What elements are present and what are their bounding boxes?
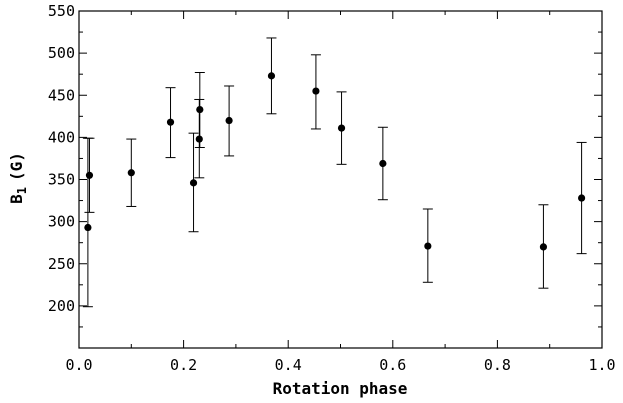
data-point <box>84 223 92 232</box>
x-tick-label: 0.0 <box>65 356 92 374</box>
data-point <box>196 105 204 114</box>
data-points <box>82 37 587 308</box>
y-tick-label: 450 <box>48 86 75 104</box>
data-point <box>195 135 203 143</box>
y-axis-ticks: 200 250 300 350 400 450 500 550 <box>48 2 602 328</box>
data-point <box>225 116 233 125</box>
y-tick-label: 200 <box>48 297 75 315</box>
x-axis-title: Rotation phase <box>273 379 408 398</box>
data-point <box>189 179 198 187</box>
data-point <box>539 243 548 251</box>
y-tick-label: 250 <box>48 255 75 273</box>
y-axis-title-subscript: 1 <box>15 187 29 194</box>
y-axis-title-main: B <box>7 194 26 204</box>
y-axis-title: B1 (G) <box>7 152 29 204</box>
x-tick-label: 0.4 <box>275 356 302 374</box>
data-point <box>337 124 346 132</box>
x-tick-label: 0.8 <box>484 356 511 374</box>
y-tick-label: 400 <box>48 128 75 146</box>
x-axis-ticks: 0.0 0.2 0.4 0.6 0.8 1.0 <box>65 11 616 374</box>
y-tick-label: 350 <box>48 171 75 189</box>
x-tick-label: 1.0 <box>588 356 615 374</box>
x-tick-label: 0.6 <box>379 356 406 374</box>
data-point <box>424 242 432 250</box>
data-point <box>267 72 276 80</box>
data-point <box>85 171 94 179</box>
data-point <box>312 87 320 95</box>
data-point <box>166 118 175 126</box>
y-tick-label: 300 <box>48 213 75 231</box>
data-point <box>379 159 387 168</box>
y-axis-title-unit: (G) <box>7 152 26 181</box>
data-point <box>127 169 135 177</box>
plot-frame <box>78 10 603 349</box>
x-tick-label: 0.2 <box>170 356 197 374</box>
y-tick-label: 500 <box>48 44 75 62</box>
data-point <box>578 194 586 202</box>
y-tick-label: 550 <box>48 2 75 20</box>
